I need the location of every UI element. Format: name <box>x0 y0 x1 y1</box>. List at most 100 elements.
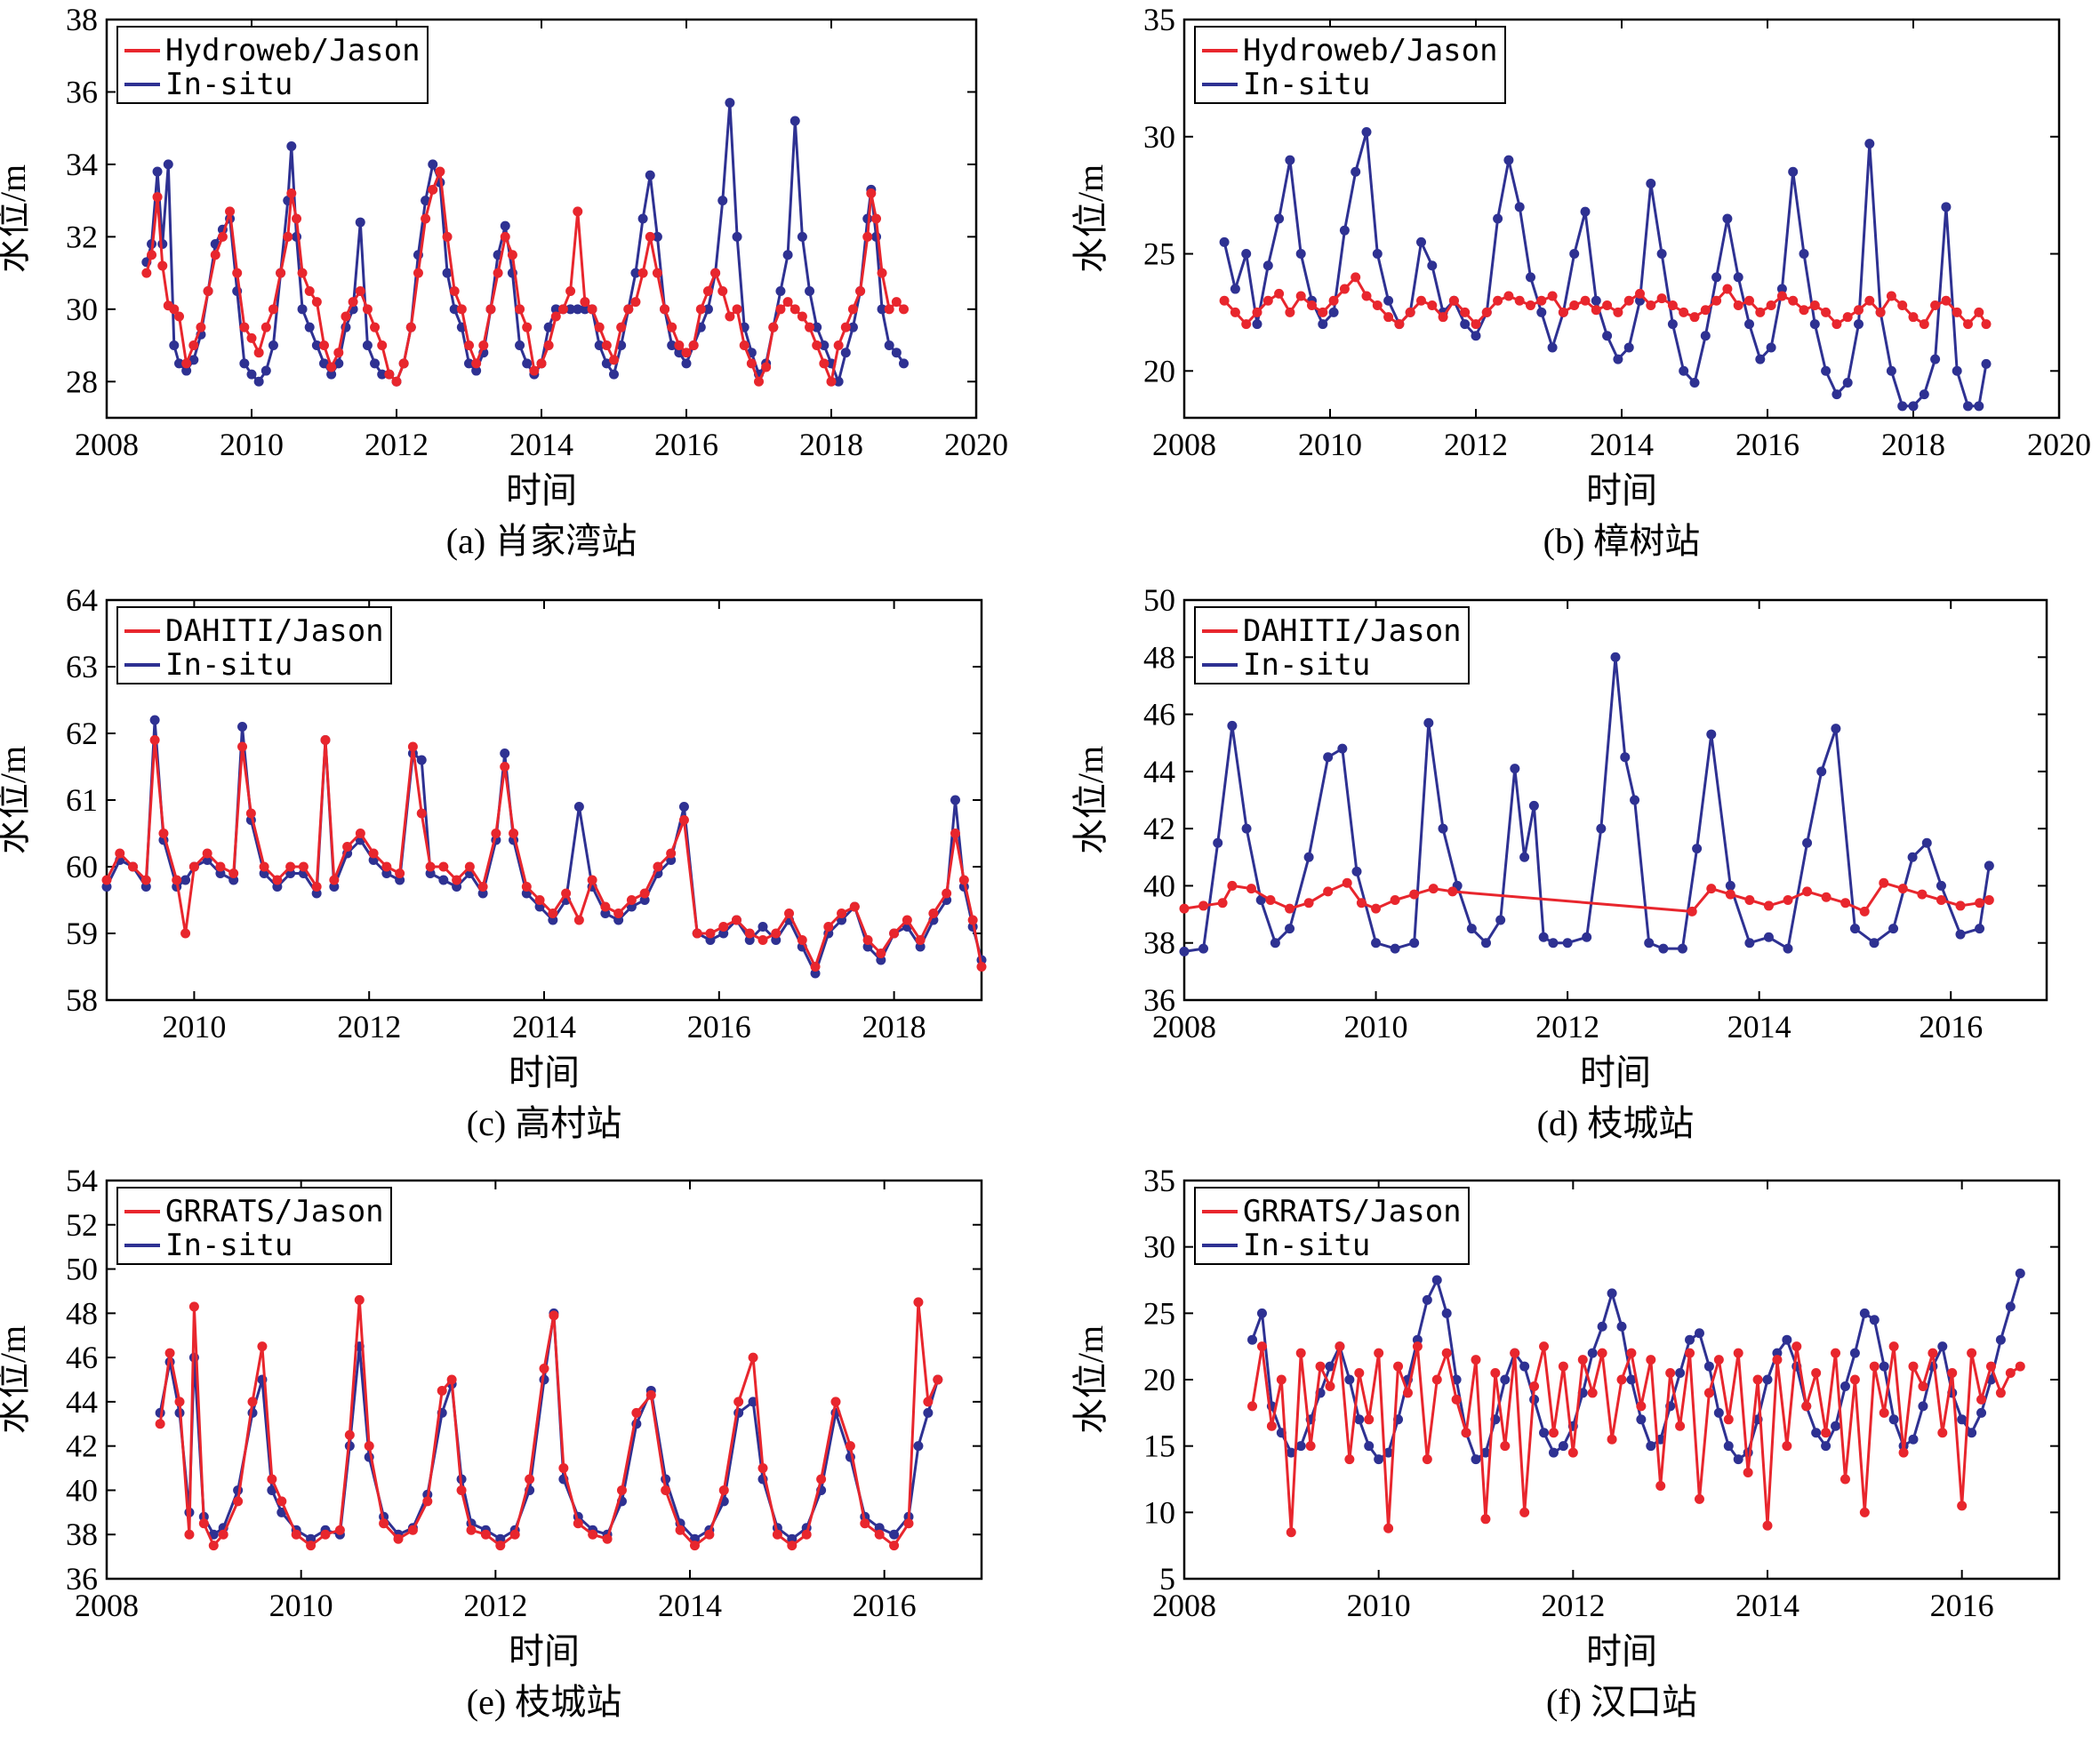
data-point <box>341 311 351 322</box>
data-point <box>1694 1328 1704 1339</box>
chart-panel-3: 2010 2012 2014 2016 2018 58 59 60 61 62 63 64 DAHITI… <box>0 582 987 1143</box>
data-point <box>1974 307 1984 317</box>
x-tick-label: 2016 <box>853 1588 917 1623</box>
data-point <box>717 285 728 296</box>
x-tick-label: 2016 <box>1735 427 1799 462</box>
data-point <box>1427 260 1438 271</box>
data-point <box>1743 1468 1753 1478</box>
x-tick-label: 2014 <box>1590 427 1654 462</box>
data-point <box>717 196 728 206</box>
data-point <box>1569 300 1580 311</box>
data-point <box>311 297 322 308</box>
data-point <box>1772 1355 1783 1365</box>
data-point <box>428 159 438 170</box>
data-point <box>196 322 206 332</box>
x-axis-label: 时间 <box>1586 1631 1657 1671</box>
data-point <box>1460 307 1471 317</box>
data-point <box>678 802 689 812</box>
data-point <box>637 213 648 224</box>
data-point <box>1591 295 1601 306</box>
data-point <box>1655 1480 1666 1491</box>
data-point <box>1441 1348 1452 1358</box>
data-point <box>1620 752 1631 763</box>
data-point <box>1323 886 1334 897</box>
data-point <box>1733 1454 1743 1465</box>
data-point <box>326 362 337 372</box>
data-point <box>1393 1361 1404 1372</box>
data-point <box>819 358 830 369</box>
y-tick-label: 38 <box>66 1517 98 1552</box>
data-point <box>594 322 605 332</box>
data-point <box>1752 1374 1763 1385</box>
data-point <box>1427 300 1438 311</box>
data-point <box>1907 852 1918 862</box>
x-tick-label: 2014 <box>512 1009 576 1045</box>
data-point <box>830 1397 841 1407</box>
data-point <box>1547 342 1558 353</box>
data-point <box>573 802 584 812</box>
data-point <box>1700 305 1711 316</box>
x-tick-label: 2020 <box>944 427 1008 462</box>
data-point <box>1636 1401 1647 1412</box>
data-point <box>198 1518 209 1529</box>
legend-label: Hydroweb/Jason <box>1243 33 1498 68</box>
y-tick-label: 50 <box>1143 582 1175 618</box>
panel-caption: (e) 枝城站 <box>467 1682 621 1722</box>
y-tick-label: 52 <box>66 1207 98 1243</box>
data-point <box>237 741 248 752</box>
x-axis-label: 时间 <box>1580 1053 1651 1093</box>
x-tick-label: 2010 <box>1344 1009 1408 1045</box>
panel-caption: (f) 汉口站 <box>1546 1682 1697 1722</box>
data-point <box>1679 307 1689 317</box>
x-tick-label: 2012 <box>1535 1009 1599 1045</box>
data-point <box>1981 358 1992 369</box>
data-point <box>548 909 558 918</box>
data-point <box>710 268 721 278</box>
data-point <box>1967 1428 1977 1438</box>
data-point <box>292 213 302 224</box>
data-point <box>1667 300 1678 311</box>
data-point <box>1801 1401 1812 1412</box>
data-point <box>1974 401 1984 412</box>
data-point <box>1179 903 1190 914</box>
data-point <box>1644 938 1655 949</box>
data-point <box>675 1525 685 1535</box>
data-point <box>115 848 125 859</box>
data-point <box>393 1533 404 1544</box>
chart-panel-5: 2008 2010 2012 2014 2016 36 38 40 42 44 46 48 50 52 54… <box>0 1163 983 1722</box>
data-point <box>1703 1361 1714 1372</box>
data-point <box>1383 312 1394 323</box>
data-point <box>149 735 160 745</box>
data-point <box>174 311 184 322</box>
data-point <box>1481 938 1491 949</box>
x-tick-label: 2010 <box>1347 1588 1411 1623</box>
data-point <box>1448 295 1459 306</box>
data-point <box>1480 1514 1491 1525</box>
data-point <box>782 297 793 308</box>
data-point <box>718 922 729 932</box>
data-point <box>1831 724 1841 734</box>
data-point <box>320 1529 331 1540</box>
data-point <box>515 304 525 315</box>
data-point <box>141 268 152 278</box>
legend-label: Hydroweb/Jason <box>165 33 421 68</box>
data-point <box>456 304 467 315</box>
data-point <box>225 206 236 217</box>
data-point <box>1390 943 1400 954</box>
data-point <box>1351 272 1361 283</box>
data-point <box>1412 1341 1423 1352</box>
data-point <box>247 1397 258 1407</box>
data-point <box>549 1310 559 1321</box>
data-point <box>464 358 474 369</box>
data-point <box>1957 1414 1968 1425</box>
y-tick-label: 30 <box>1143 1229 1175 1265</box>
data-point <box>847 304 858 315</box>
data-point <box>1580 206 1591 217</box>
data-point <box>1285 903 1295 914</box>
data-point <box>797 311 807 322</box>
data-point <box>573 206 583 217</box>
y-tick-label: 36 <box>1143 982 1175 1018</box>
data-point <box>580 304 590 315</box>
data-point <box>1285 307 1295 317</box>
data-point <box>1383 295 1394 306</box>
